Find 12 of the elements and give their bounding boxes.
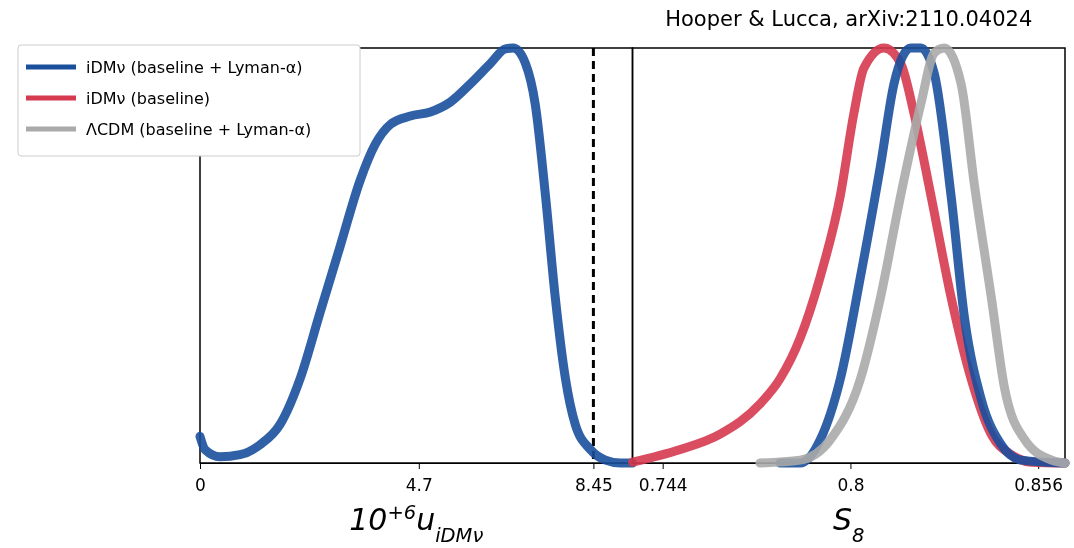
x-tick-label: 0.856 — [1014, 474, 1064, 495]
legend-label: iDMν (baseline) — [86, 89, 211, 108]
x-tick-label: 4.7 — [405, 474, 433, 495]
x-tick-label: 0.8 — [837, 474, 865, 495]
x-axis-title: S$_{8}$ — [833, 502, 865, 547]
text: Hooper & Lucca, arXiv:2110.04024 — [665, 7, 1033, 31]
x-tick-label: 8.45 — [574, 474, 613, 495]
legend-label: ΛCDM (baseline + Lyman-α) — [86, 120, 312, 139]
x-tick-label: 0.744 — [638, 474, 688, 495]
x-axis-title: 10$^{+6}$u$_{iDMν}$ — [349, 500, 484, 547]
x-tick-label: 0 — [195, 474, 206, 495]
legend-label: iDMν (baseline + Lyman-α) — [86, 58, 303, 77]
